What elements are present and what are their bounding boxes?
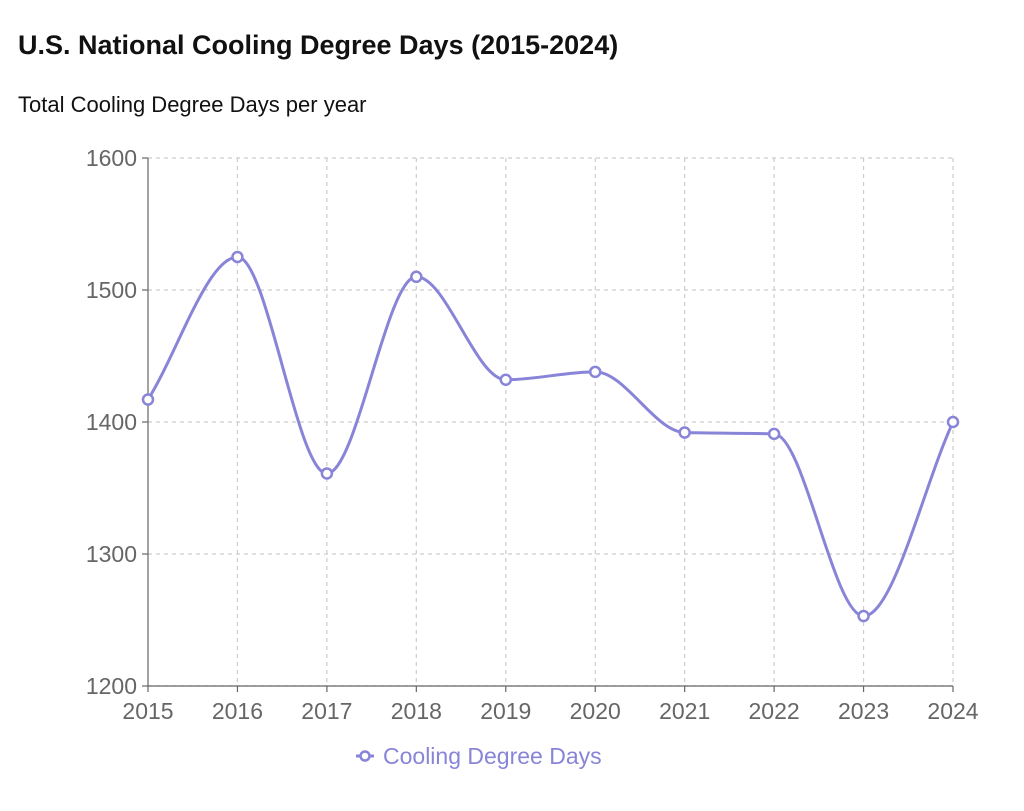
x-tick-label: 2018 — [391, 698, 442, 724]
y-tick-label: 1300 — [86, 541, 137, 567]
grid — [148, 157, 954, 687]
data-point — [320, 467, 334, 480]
x-tick-label: 2024 — [927, 698, 978, 724]
legend[interactable]: Cooling Degree Days — [356, 743, 602, 769]
x-tick-label: 2021 — [659, 698, 710, 724]
data-point — [499, 373, 513, 387]
data-point — [141, 393, 155, 406]
data-point — [767, 427, 781, 441]
data-point — [231, 250, 244, 264]
data-point — [410, 270, 423, 284]
chart-title: U.S. National Cooling Degree Days (2015-… — [18, 30, 619, 60]
chart-subtitle: Total Cooling Degree Days per year — [18, 92, 367, 117]
x-tick-label: 2019 — [480, 698, 531, 724]
data-point — [588, 365, 602, 379]
series — [141, 250, 960, 623]
data-point — [946, 415, 960, 429]
x-tick-label: 2020 — [570, 698, 621, 724]
x-tick-label: 2016 — [212, 698, 263, 724]
x-tick-label: 2017 — [301, 698, 352, 724]
legend-label: Cooling Degree Days — [383, 743, 602, 769]
legend-marker-icon — [359, 750, 371, 762]
data-point — [857, 609, 870, 623]
axes — [142, 157, 954, 692]
x-tick-label: 2022 — [749, 698, 800, 724]
tick-labels: 1200 1300 1400 1500 1600 2015 2016 2017 2018 2019… — [86, 145, 979, 724]
y-tick-label: 1500 — [86, 277, 137, 303]
data-point — [678, 426, 691, 439]
y-tick-label: 1200 — [86, 673, 137, 699]
x-tick-label: 2023 — [838, 698, 889, 724]
y-tick-label: 1600 — [86, 145, 137, 171]
series-line — [146, 255, 955, 618]
x-tick-label: 2015 — [122, 698, 173, 724]
y-tick-label: 1400 — [86, 409, 137, 435]
